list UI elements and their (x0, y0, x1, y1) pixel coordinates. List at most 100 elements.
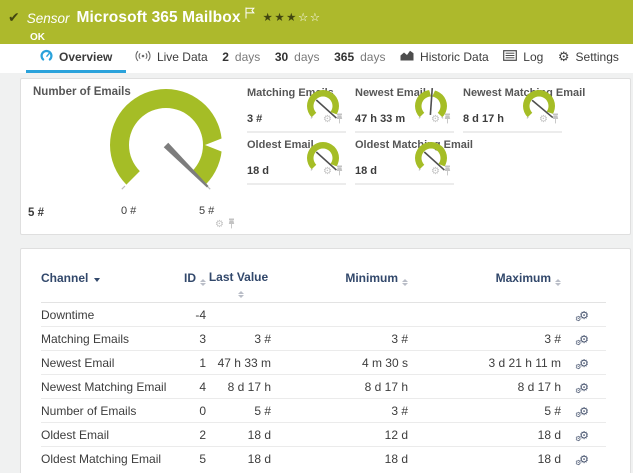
tab-30-days[interactable]: 30 days (269, 44, 326, 73)
id-cell: 3 (199, 331, 206, 346)
channel-cell: Oldest Matching Email (41, 451, 162, 466)
pin-icon[interactable] (227, 216, 236, 234)
id-cell: 5 (199, 451, 206, 466)
tab-overview[interactable]: Overview (26, 44, 127, 73)
pin-icon[interactable] (335, 111, 344, 129)
minimum-cell: 18 d (384, 451, 408, 466)
sensor-kind-label: Sensor (26, 10, 70, 26)
channel-cell: Newest Matching Email (41, 379, 167, 394)
column-header-maximum[interactable]: Maximum (408, 271, 561, 286)
gauge-dial (307, 141, 339, 173)
channel-settings-gears-icon[interactable]: ⚙ ⚙ (575, 428, 589, 443)
pin-icon[interactable] (443, 163, 452, 181)
main-gauge-min-label: 0 # (121, 205, 137, 217)
table-row[interactable]: Matching Emails 3 3 # 3 # 3 # ⚙ ⚙ (41, 326, 606, 350)
channel-gear-icon[interactable]: ⚙ (539, 114, 548, 125)
sort-icon (200, 279, 206, 286)
sensor-status-badge: OK (30, 32, 45, 43)
gauge-value: 47 h 33 m (355, 113, 406, 125)
minimum-cell: 12 d (384, 427, 408, 442)
sensor-title: Microsoft 365 Mailbox (76, 9, 241, 26)
last-value-cell: 5 # (254, 403, 271, 418)
tab-historic-data-label: Historic Data (420, 50, 489, 64)
last-value-cell: 8 d 17 h (227, 379, 271, 394)
gauge-value: 18 d (247, 165, 270, 177)
channel-settings-gears-icon[interactable]: ⚙ ⚙ (575, 332, 589, 347)
priority-star-rating[interactable]: ★★★☆☆ (263, 10, 322, 24)
column-header-id[interactable]: ID (171, 271, 206, 286)
gauge-marker-notch (205, 137, 224, 153)
priority-flag-icon[interactable] (245, 6, 255, 24)
small-gauge-card: Oldest Matching Email 18 d ⚙ (355, 135, 473, 185)
main-gauge-max-label: 5 # (199, 205, 215, 217)
gauge-value: 18 d (355, 165, 378, 177)
chart-icon (400, 50, 414, 64)
channel-gear-icon[interactable]: ⚙ (323, 166, 332, 177)
channel-cell: Matching Emails (41, 331, 130, 346)
minimum-cell: 3 # (391, 403, 408, 418)
table-row[interactable]: Newest Email 1 47 h 33 m 4 m 30 s 3 d 21… (41, 350, 606, 374)
tab-365-days-number: 365 (334, 50, 355, 64)
live-signal-icon (135, 50, 151, 65)
tab-365-days-word: days (360, 50, 386, 64)
maximum-cell: 3 d 21 h 11 m (488, 355, 562, 370)
channel-table-rows: Downtime -4 ⚙ ⚙ Matching Emails 3 3 # (41, 302, 606, 470)
channel-gear-icon[interactable]: ⚙ (431, 114, 440, 125)
column-header-minimum[interactable]: Minimum (271, 271, 408, 286)
minimum-cell: 4 m 30 s (361, 355, 408, 370)
channel-gear-icon[interactable]: ⚙ (431, 166, 440, 177)
tab-settings[interactable]: ⚙ Settings (552, 44, 625, 73)
tab-settings-label: Settings (575, 50, 619, 64)
id-cell: 0 (199, 403, 206, 418)
table-row[interactable]: Oldest Email 2 18 d 12 d 18 d ⚙ ⚙ (41, 422, 606, 446)
tab-2-days[interactable]: 2 days (216, 44, 266, 73)
table-row[interactable]: Newest Matching Email 4 8 d 17 h 8 d 17 … (41, 374, 606, 398)
channel-settings-gears-icon[interactable]: ⚙ ⚙ (575, 452, 589, 467)
table-row[interactable]: Oldest Matching Email 5 18 d 18 d 18 d ⚙… (41, 446, 606, 470)
gauge-title: Oldest Email (247, 139, 314, 151)
channel-gear-icon[interactable]: ⚙ (215, 219, 224, 230)
channel-settings-gears-icon[interactable]: ⚙ ⚙ (575, 356, 589, 371)
pin-icon[interactable] (551, 111, 560, 129)
small-gauge-card: Newest Matching Email 8 d 17 h ⚙ (463, 83, 586, 133)
channel-table-panel: Channel ID Last Value Minimum Maximum Do… (20, 248, 631, 473)
id-cell: 4 (199, 379, 206, 394)
channel-settings-gears-icon[interactable]: ⚙ ⚙ (575, 308, 589, 323)
maximum-cell: 5 # (544, 403, 561, 418)
gauge-value: 8 d 17 h (463, 113, 504, 125)
tab-live-data[interactable]: Live Data (129, 44, 214, 73)
sensor-header: ✔ Sensor Microsoft 365 Mailbox ★★★☆☆ OK (0, 0, 633, 44)
gauge-needle (315, 99, 339, 121)
main-gauge-needle (163, 142, 209, 188)
maximum-cell: 3 # (544, 331, 561, 346)
small-gauge-card: Oldest Email 18 d ⚙ (247, 135, 346, 185)
tab-historic-data[interactable]: Historic Data (394, 44, 495, 73)
gauge-dial (415, 141, 447, 173)
maximum-cell: 18 d (537, 427, 561, 442)
pin-icon[interactable] (335, 163, 344, 181)
channel-settings-gears-icon[interactable]: ⚙ ⚙ (575, 380, 589, 395)
tab-365-days[interactable]: 365 days (328, 44, 391, 73)
tab-log-label: Log (523, 50, 544, 64)
column-header-last-value[interactable]: Last Value (206, 271, 271, 298)
tab-live-data-label: Live Data (156, 50, 208, 64)
channel-gear-icon[interactable]: ⚙ (323, 114, 332, 125)
channel-table-header: Channel ID Last Value Minimum Maximum (41, 271, 606, 302)
tab-2-days-word: days (234, 50, 261, 64)
column-header-channel[interactable]: Channel (41, 271, 171, 285)
maximum-cell: 18 d (537, 451, 561, 466)
sort-icon (237, 291, 244, 298)
tab-30-days-number: 30 (274, 50, 289, 64)
gauge-title: Newest Matching Email (463, 87, 586, 99)
minimum-cell: 3 # (391, 331, 408, 346)
channel-cell: Newest Email (41, 355, 115, 370)
table-row[interactable]: Number of Emails 0 5 # 3 # 5 # ⚙ ⚙ (41, 398, 606, 422)
pin-icon[interactable] (443, 111, 452, 129)
number-of-emails-gauge (110, 89, 224, 190)
chevron-down-icon (94, 278, 101, 282)
channel-settings-gears-icon[interactable]: ⚙ ⚙ (575, 404, 589, 419)
table-row[interactable]: Downtime -4 ⚙ ⚙ (41, 302, 606, 326)
last-value-cell: 18 d (247, 451, 271, 466)
tab-log[interactable]: Log (497, 44, 549, 73)
